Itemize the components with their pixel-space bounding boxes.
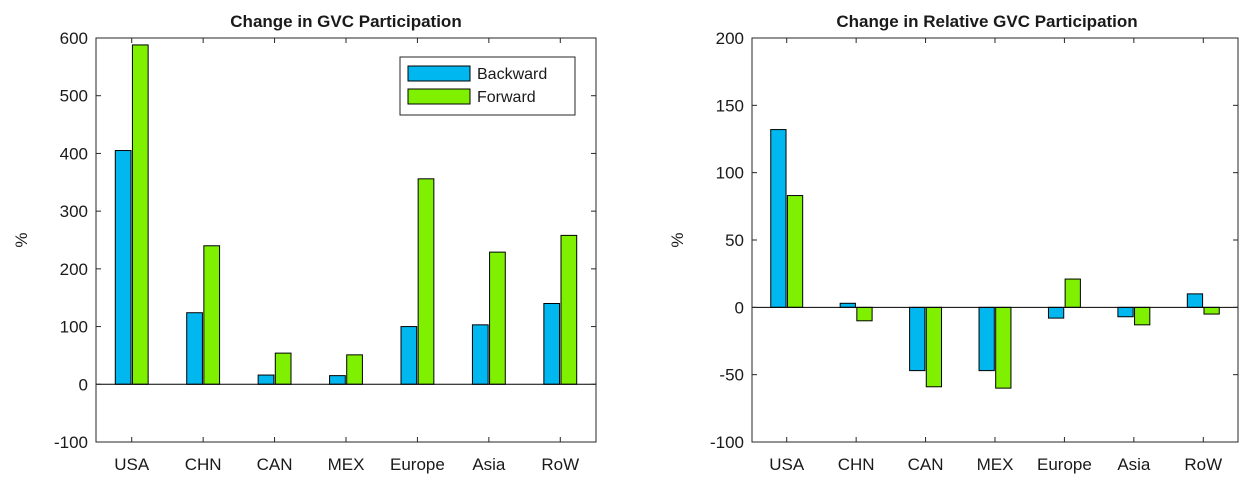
axes: -100 -50 0 50 100 150 200 USA CHN CAN MEX Europe Asi… — [710, 29, 1239, 474]
x-tick-label: USA — [114, 455, 150, 474]
x-tick-label: Europe — [1037, 455, 1092, 474]
bar-series1-mex — [978, 306, 995, 372]
bar-backward-europe — [400, 326, 418, 385]
chart-gvc-participation: Change in GVC Participation % -100 0 100 20… — [12, 12, 597, 474]
x-tick-label: CAN — [908, 455, 944, 474]
bar-forward-usa — [131, 44, 149, 385]
x-tick-label: MEX — [328, 455, 365, 474]
x-tick-label: CAN — [257, 455, 293, 474]
y-tick-label: 0 — [735, 298, 744, 317]
bar-series1-europe — [1047, 306, 1065, 319]
bar-series2-asia — [1134, 306, 1151, 326]
bar-series2-row — [1203, 306, 1220, 315]
legend-label-backward: Backward — [477, 66, 547, 83]
bars — [114, 44, 578, 385]
bar-series2-can — [925, 306, 943, 388]
bar-series1-can — [909, 306, 926, 372]
x-tick-label: USA — [769, 455, 805, 474]
legend-swatch-backward — [407, 65, 471, 82]
y-tick-label: 200 — [60, 260, 88, 279]
y-tick-label: 100 — [716, 164, 744, 183]
x-tick-label: RoW — [1184, 455, 1222, 474]
bar-forward-row — [560, 234, 578, 385]
x-tick-label: Europe — [390, 455, 445, 474]
y-tick-label: 50 — [725, 231, 744, 250]
bar-series1-usa — [770, 129, 787, 308]
bar-forward-chn — [203, 245, 221, 385]
bars — [770, 129, 1220, 389]
bar-series2-usa — [786, 195, 804, 308]
bar-forward-asia — [489, 251, 506, 385]
chart-title: Change in GVC Participation — [230, 12, 461, 31]
y-tick-label: 150 — [716, 96, 744, 115]
legend-swatch-forward — [407, 88, 471, 105]
y-tick-label: 600 — [60, 29, 88, 48]
bar-backward-row — [543, 302, 561, 385]
bar-backward-can — [257, 374, 275, 385]
x-tick-label: RoW — [541, 455, 579, 474]
plot-frame — [751, 37, 1239, 443]
bar-series1-chn — [839, 302, 856, 308]
bar-series2-europe — [1064, 278, 1081, 308]
legend-label-forward: Forward — [477, 89, 536, 106]
x-tick-label: CHN — [838, 455, 875, 474]
y-tick-label: 100 — [60, 318, 88, 337]
y-axis-label: % — [668, 232, 687, 247]
y-tick-label: -50 — [719, 366, 744, 385]
bar-series1-asia — [1117, 306, 1134, 318]
bar-backward-asia — [471, 324, 489, 385]
bar-forward-mex — [346, 354, 363, 385]
bar-forward-can — [274, 352, 292, 385]
x-tick-label: MEX — [977, 455, 1014, 474]
bar-backward-chn — [186, 312, 203, 385]
bar-series1-row — [1186, 293, 1204, 308]
bar-forward-europe — [417, 178, 435, 385]
legend: Backward Forward — [399, 56, 576, 116]
bar-series2-chn — [856, 306, 873, 322]
x-tick-label: CHN — [185, 455, 222, 474]
y-tick-label: 0 — [79, 375, 88, 394]
bar-backward-usa — [114, 150, 132, 385]
bar-backward-mex — [329, 375, 346, 385]
y-tick-label: 200 — [716, 29, 744, 48]
y-axis-label: % — [12, 232, 31, 247]
chart-title: Change in Relative GVC Participation — [836, 12, 1137, 31]
axes: -100 0 100 200 300 400 500 600 USA CHN CAN MEX Europ… — [54, 29, 597, 474]
x-tick-label: Asia — [1117, 455, 1151, 474]
y-tick-label: 400 — [60, 144, 88, 163]
x-tick-label: Asia — [472, 455, 506, 474]
y-tick-label: 300 — [60, 202, 88, 221]
bar-series2-mex — [995, 306, 1012, 389]
y-tick-label: -100 — [54, 433, 88, 452]
chart-relative-gvc-participation: Change in Relative GVC Participation % -… — [668, 12, 1239, 474]
y-tick-label: -100 — [710, 433, 744, 452]
y-tick-label: 500 — [60, 87, 88, 106]
